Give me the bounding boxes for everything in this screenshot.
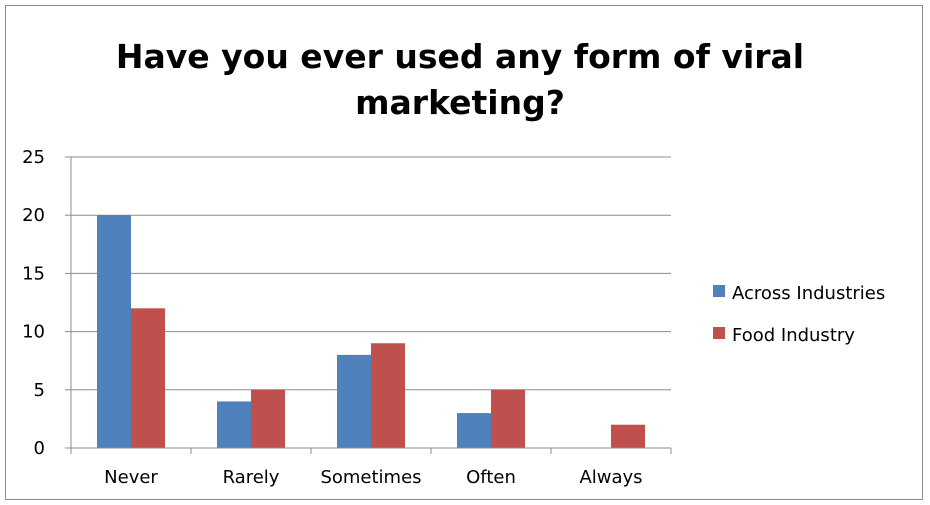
- bar-food-industry-sometimes: [371, 343, 405, 448]
- y-tick-label: 25: [22, 147, 45, 168]
- y-tick-label: 20: [22, 205, 45, 226]
- legend-swatch: [713, 285, 725, 297]
- legend-swatch: [713, 327, 725, 339]
- bar-food-industry-never: [131, 308, 165, 448]
- legend: Across Industries Food Industry: [713, 283, 885, 346]
- bar-food-industry-always: [611, 424, 645, 448]
- axes: [65, 156, 672, 454]
- y-tick-label: 5: [34, 380, 45, 401]
- bar-across-industries-never: [97, 215, 131, 448]
- x-tick-labels: Never Rarely Sometimes Often Always: [104, 467, 642, 488]
- y-tick-label: 15: [22, 263, 45, 284]
- x-tick-label: Sometimes: [320, 467, 421, 488]
- chart-title: Have you ever used any form of viral mar…: [115, 37, 805, 122]
- bar-across-industries-sometimes: [337, 354, 371, 448]
- x-tick-label: Rarely: [223, 467, 280, 488]
- legend-label: Food Industry: [732, 325, 855, 346]
- bar-food-industry-often: [491, 389, 525, 448]
- legend-label: Across Industries: [732, 283, 885, 304]
- x-tick-label: Never: [104, 467, 158, 488]
- y-tick-label: 0: [34, 438, 45, 459]
- x-tick-label: Often: [466, 467, 516, 488]
- x-tick-label: Always: [579, 467, 642, 488]
- bar-food-industry-rarely: [251, 389, 285, 448]
- y-tick-labels: 0 5 10 15 20 25: [22, 147, 45, 459]
- gridlines: [71, 156, 671, 391]
- bar-across-industries-rarely: [217, 401, 251, 448]
- bars: [97, 215, 645, 448]
- y-tick-label: 10: [22, 322, 45, 343]
- bar-across-industries-often: [457, 413, 491, 448]
